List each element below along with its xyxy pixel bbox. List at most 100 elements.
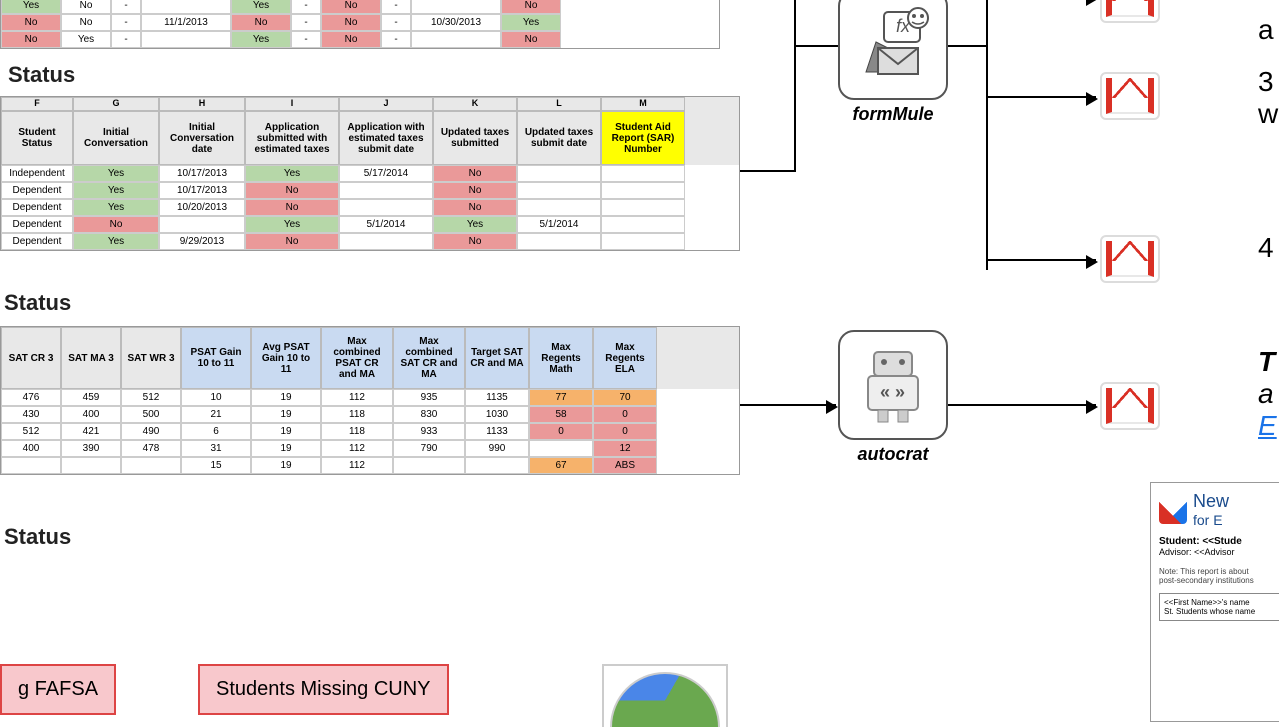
pie-chart-partial: [602, 664, 728, 727]
cell: No: [501, 31, 561, 48]
connector: [740, 170, 794, 172]
cell: 500: [121, 406, 181, 423]
cell: No: [321, 0, 381, 14]
cell: 21: [181, 406, 251, 423]
cell: [465, 457, 529, 474]
cell: 112: [321, 457, 393, 474]
arrow: [740, 404, 836, 406]
doc-note: Note: This report is about: [1159, 567, 1279, 576]
doc-note2: post-secondary institutions: [1159, 576, 1279, 585]
column-header: Initial Conversation: [73, 111, 159, 165]
cell: [601, 165, 685, 182]
cell: Yes: [245, 216, 339, 233]
cell: Yes: [73, 165, 159, 182]
cell: 19: [251, 389, 321, 406]
cell: 19: [251, 423, 321, 440]
cell: 1135: [465, 389, 529, 406]
col-letter: H: [159, 97, 245, 111]
cell: Yes: [73, 182, 159, 199]
cell: No: [61, 0, 111, 14]
cell: 58: [529, 406, 593, 423]
cell: ABS: [593, 457, 657, 474]
cell: 5/1/2014: [339, 216, 433, 233]
cell: 67: [529, 457, 593, 474]
cell: No: [321, 14, 381, 31]
cell: 19: [251, 406, 321, 423]
cell: 70: [593, 389, 657, 406]
cell: 10: [181, 389, 251, 406]
sat-table: SAT CR 3SAT MA 3SAT WR 3PSAT Gain 10 to …: [0, 326, 740, 475]
cell: 400: [61, 406, 121, 423]
column-header: SAT WR 3: [121, 327, 181, 389]
cell: 476: [1, 389, 61, 406]
column-header: Application submitted with estimated tax…: [245, 111, 339, 165]
cell: Dependent: [1, 182, 73, 199]
cell: [141, 31, 231, 48]
cell: 421: [61, 423, 121, 440]
cell: Yes: [1, 0, 61, 14]
cell: Yes: [245, 165, 339, 182]
side-t: T: [1258, 346, 1275, 378]
cuny-button[interactable]: Students Missing CUNY: [198, 664, 449, 715]
autocrat-tool: « » autocrat: [838, 330, 948, 465]
cell: 390: [61, 440, 121, 457]
cell: 77: [529, 389, 593, 406]
column-header: Student Status: [1, 111, 73, 165]
formmule-label: formMule: [838, 104, 948, 125]
cell: 19: [251, 457, 321, 474]
fafsa-button[interactable]: g FAFSA: [0, 664, 116, 715]
cell: 118: [321, 406, 393, 423]
cell: No: [245, 199, 339, 216]
cell: 400: [1, 440, 61, 457]
connector: [794, 0, 796, 172]
autocrat-label: autocrat: [838, 444, 948, 465]
cell: 10/30/2013: [411, 14, 501, 31]
side-a: a: [1258, 14, 1274, 46]
fafsa-table: FGHIJKLM Student StatusInitial Conversat…: [0, 96, 740, 251]
col-letter: L: [517, 97, 601, 111]
cell: 0: [593, 406, 657, 423]
cell: [411, 31, 501, 48]
cell: 790: [393, 440, 465, 457]
cell: No: [433, 182, 517, 199]
column-header: Max Regents Math: [529, 327, 593, 389]
cell: [517, 165, 601, 182]
cell: 1133: [465, 423, 529, 440]
connector: [948, 45, 986, 47]
cell: 5/17/2014: [339, 165, 433, 182]
formmule-tool: fx formMule: [838, 0, 948, 125]
cell: [601, 216, 685, 233]
cell: 31: [181, 440, 251, 457]
doc-student: Student: <<Stude: [1159, 536, 1279, 547]
connector: [986, 0, 988, 270]
col-letter: I: [245, 97, 339, 111]
cell: [517, 182, 601, 199]
gmail-icon-4: [1100, 382, 1160, 433]
cell: [601, 199, 685, 216]
side-w: w: [1258, 98, 1278, 130]
column-header: SAT MA 3: [61, 327, 121, 389]
doc-box-2: St. Students whose name: [1164, 607, 1279, 616]
cell: [393, 457, 465, 474]
cell: 112: [321, 389, 393, 406]
cell: -: [111, 14, 141, 31]
cell: -: [381, 14, 411, 31]
cell: No: [73, 216, 159, 233]
cell: 10/17/2013: [159, 182, 245, 199]
column-header: Max combined SAT CR and MA: [393, 327, 465, 389]
column-header: Updated taxes submit date: [517, 111, 601, 165]
arrow: [986, 96, 1096, 98]
logo-icon: [1159, 496, 1187, 524]
cell: 0: [529, 423, 593, 440]
cell: [411, 0, 501, 14]
cell: 5/1/2014: [517, 216, 601, 233]
cell: -: [291, 14, 321, 31]
cell: Independent: [1, 165, 73, 182]
side-link[interactable]: E: [1258, 410, 1277, 442]
col-letter: G: [73, 97, 159, 111]
cell: [61, 457, 121, 474]
cell: 112: [321, 440, 393, 457]
cell: Dependent: [1, 233, 73, 250]
cell: Yes: [231, 31, 291, 48]
cell: 830: [393, 406, 465, 423]
